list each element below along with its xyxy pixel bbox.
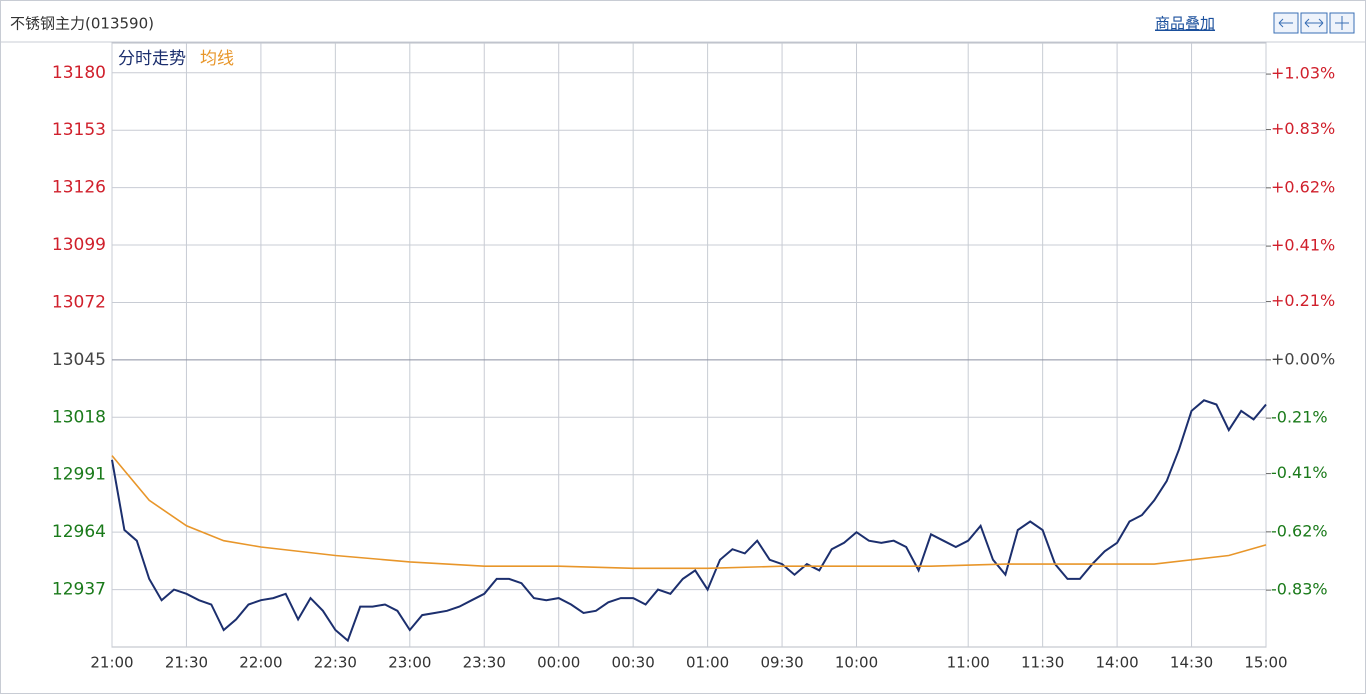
chart-title: 不锈钢主力(013590): [10, 15, 154, 33]
y-tick-label: 13099: [52, 235, 106, 255]
y-tick-label: 13153: [52, 120, 106, 140]
x-tick-label: 14:30: [1170, 654, 1213, 672]
y2-tick-label: +1.03%: [1271, 64, 1335, 83]
y2-tick-label: +0.83%: [1271, 119, 1335, 138]
y2-tick-label: +0.62%: [1271, 177, 1335, 196]
x-tick-label: 23:00: [388, 654, 431, 672]
x-tick-label: 14:00: [1095, 654, 1138, 672]
zoom-buttons[interactable]: [1273, 12, 1355, 34]
y2-tick-label: +0.41%: [1271, 236, 1335, 255]
x-tick-label: 01:00: [686, 654, 729, 672]
y-tick-label: 13126: [52, 178, 106, 198]
legend-label: 均线: [200, 49, 234, 69]
y2-tick-label: -0.41%: [1271, 463, 1328, 482]
x-tick-label: 21:00: [90, 654, 133, 672]
x-tick-label: 09:30: [760, 654, 803, 672]
x-tick-label: 23:30: [463, 654, 506, 672]
x-tick-label: 00:30: [612, 654, 655, 672]
x-tick-label: 22:00: [239, 654, 282, 672]
y-tick-label: 12991: [52, 465, 106, 485]
y-tick-label: 13018: [52, 407, 106, 427]
x-tick-label: 00:00: [537, 654, 580, 672]
price-line: [111, 399, 1267, 643]
y2-tick-label: +0.21%: [1271, 291, 1335, 310]
y-tick-label: 12964: [52, 522, 106, 542]
x-tick-label: 22:30: [314, 654, 357, 672]
x-tick-label: 11:30: [1021, 654, 1064, 672]
y2-tick-label: +0.00%: [1271, 349, 1335, 368]
y-tick-label: 13072: [52, 292, 106, 312]
zoom-both-icon: [1304, 18, 1324, 28]
y-tick-label: 12937: [52, 580, 106, 600]
x-tick-label: 10:00: [835, 654, 878, 672]
y-tick-label: 13045: [52, 350, 106, 370]
zoom-right-icon: [1335, 16, 1349, 30]
x-tick-label: 15:00: [1244, 654, 1287, 672]
x-tick-label: 11:00: [947, 654, 990, 672]
overlay-button[interactable]: 商品叠加: [1155, 15, 1215, 33]
legend-label: 分时走势: [118, 49, 186, 69]
plot-area: [111, 42, 1267, 648]
price-line: [111, 455, 1267, 570]
zoom-left-icon: [1278, 18, 1293, 28]
y-tick-label: 13180: [52, 63, 106, 83]
x-tick-label: 21:30: [165, 654, 208, 672]
y2-tick-label: -0.21%: [1271, 408, 1328, 427]
y2-tick-label: -0.83%: [1271, 580, 1328, 599]
y2-tick-label: -0.62%: [1271, 521, 1328, 540]
